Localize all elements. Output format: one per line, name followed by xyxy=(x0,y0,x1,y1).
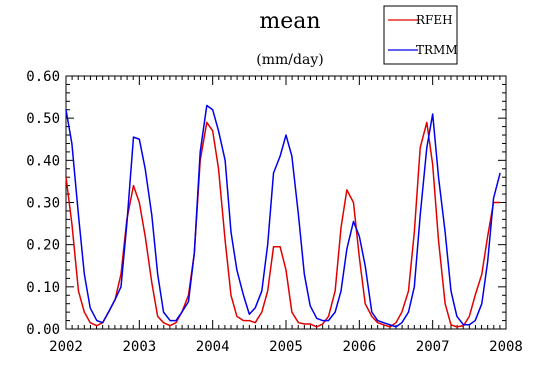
plot-area: 2002 2003 2004 2005 2006 2007 2008 0.00 0.10 0.20… xyxy=(26,69,523,355)
y-tick-label: 0.50 xyxy=(26,111,60,127)
y-tick-label: 0.10 xyxy=(26,280,60,296)
x-tick-label: 2007 xyxy=(416,339,450,355)
plot-frame xyxy=(65,75,507,330)
x-tick-label: 2006 xyxy=(342,339,376,355)
y-tick-label: 0.60 xyxy=(26,69,60,85)
legend-box xyxy=(383,5,458,65)
x-tick-label: 2004 xyxy=(196,339,230,355)
x-tick-label: 2008 xyxy=(489,339,523,355)
series-line-rfeh xyxy=(65,121,501,328)
legend-label-rfeh: RFEH xyxy=(416,13,453,27)
x-tick-label: 2005 xyxy=(269,339,303,355)
legend: RFEH TRMM xyxy=(383,5,458,65)
x-tick-label: 2003 xyxy=(122,339,156,355)
y-tick-label: 0.30 xyxy=(26,196,60,212)
series-line-trmm xyxy=(65,104,501,328)
y-tick-label: 0.00 xyxy=(26,322,60,338)
y-tick-label: 0.40 xyxy=(26,153,60,169)
y-tick-label: 0.20 xyxy=(26,238,60,254)
x-tick-label: 2002 xyxy=(49,339,83,355)
chart-title: mean xyxy=(259,9,320,34)
legend-label-trmm: TRMM xyxy=(416,43,458,57)
chart-subtitle: (mm/day) xyxy=(256,52,323,68)
